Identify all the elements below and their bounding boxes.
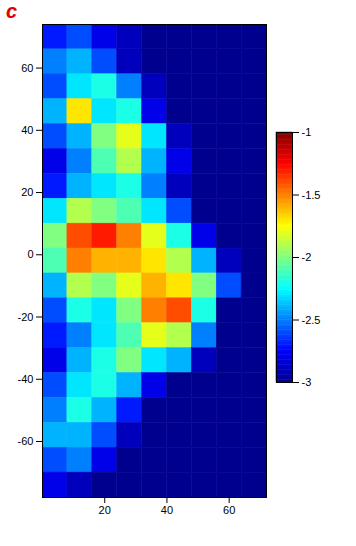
html-text:c: c: [6, 0, 18, 22]
svg-text:-2: -2: [302, 251, 312, 263]
svg-text:40: 40: [21, 124, 33, 136]
svg-text:20: 20: [99, 504, 111, 516]
svg-text:60: 60: [21, 62, 33, 74]
svg-text:0: 0: [27, 248, 33, 260]
svg-text:40: 40: [161, 504, 173, 516]
svg-text:-20: -20: [18, 311, 34, 323]
svg-text:-2.5: -2.5: [302, 314, 321, 326]
svg-text:-1: -1: [302, 126, 312, 138]
svg-text:-3: -3: [302, 376, 312, 388]
svg-text:-40: -40: [18, 373, 34, 385]
svg-text:60: 60: [223, 504, 235, 516]
svg-text:20: 20: [21, 186, 33, 198]
svg-text:-1.5: -1.5: [302, 189, 321, 201]
svg-text:-60: -60: [18, 435, 34, 447]
